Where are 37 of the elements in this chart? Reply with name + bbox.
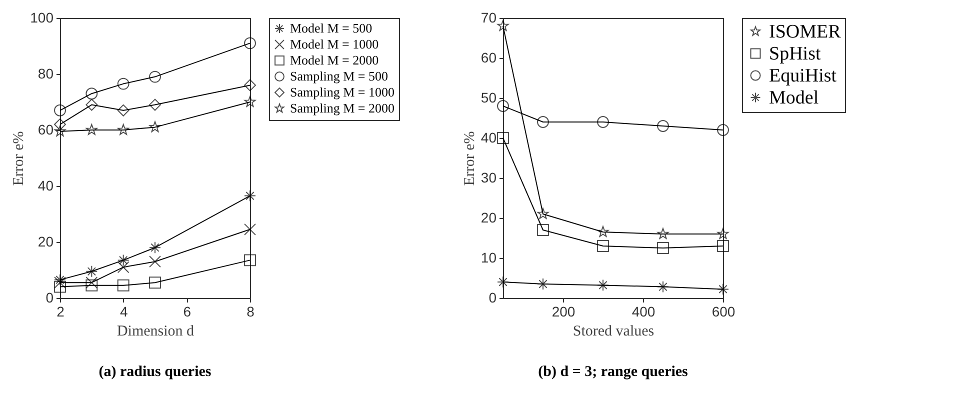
x-axis-title: Dimension d <box>116 324 195 340</box>
y-tick-label: 0 <box>488 290 497 306</box>
y-tick-label: 40 <box>38 178 54 194</box>
x-tick-label: 600 <box>712 304 736 320</box>
x-tick-label: 400 <box>632 304 656 320</box>
y-tick-label: 70 <box>480 10 497 26</box>
x-tick-label: 200 <box>552 304 576 320</box>
legend-label: Model M = 2000 <box>290 52 379 68</box>
x-tick-label: 2 <box>56 304 65 320</box>
y-axis-title: Error e% <box>462 131 478 186</box>
y-tick-label: 60 <box>480 50 497 66</box>
legend-label: Sampling M = 1000 <box>290 84 394 100</box>
legend-label: Model M = 500 <box>290 20 372 36</box>
y-tick-label: 40 <box>480 130 497 146</box>
y-tick-label: 60 <box>38 122 54 138</box>
legend-label: SpHist <box>769 44 822 64</box>
y-tick-label: 100 <box>30 10 54 26</box>
text: (a) radius queries <box>98 364 212 380</box>
y-tick-label: 20 <box>480 210 497 226</box>
y-tick-label: 20 <box>38 234 54 250</box>
text: (b) d = 3; range queries <box>538 364 688 380</box>
legend-label: Model <box>769 88 819 108</box>
legend-label: ISOMER <box>769 22 842 42</box>
y-tick-label: 50 <box>480 90 497 106</box>
legend-label: Sampling M = 2000 <box>290 100 394 116</box>
legend-label: Model M = 1000 <box>290 36 379 52</box>
y-tick-label: 10 <box>480 250 497 266</box>
y-tick-label: 80 <box>38 66 54 82</box>
y-tick-label: 30 <box>480 170 497 186</box>
x-tick-label: 6 <box>183 304 192 320</box>
x-axis-title: Stored values <box>572 324 654 340</box>
legend-label: Sampling M = 500 <box>290 68 388 84</box>
x-tick-label: 4 <box>120 304 128 320</box>
y-tick-label: 0 <box>46 290 54 306</box>
x-tick-label: 8 <box>246 304 255 320</box>
legend-label: EquiHist <box>769 66 838 86</box>
y-axis-title: Error e% <box>11 131 28 186</box>
